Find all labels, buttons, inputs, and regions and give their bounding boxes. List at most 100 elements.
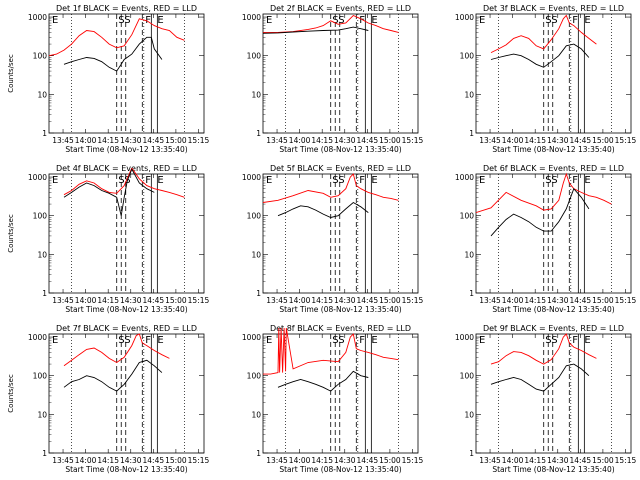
event-marker-label: S bbox=[332, 175, 338, 186]
series-events-line bbox=[277, 201, 369, 218]
series-lld-line bbox=[490, 333, 597, 365]
event-marker-label: E bbox=[266, 335, 272, 346]
series-events-line bbox=[63, 168, 155, 216]
plot-frame bbox=[48, 173, 205, 294]
x-tick-label: 14:45 bbox=[143, 136, 165, 145]
event-marker-label: E bbox=[371, 335, 377, 346]
y-tick-label: 1 bbox=[256, 129, 261, 138]
x-tick-label: 14:45 bbox=[357, 136, 379, 145]
y-tick-label: 1 bbox=[256, 289, 261, 298]
event-marker-label: F bbox=[359, 175, 365, 186]
x-tick-label: 14:30 bbox=[547, 456, 569, 465]
event-marker-label: S bbox=[545, 175, 551, 186]
x-tick-label: 14:45 bbox=[357, 296, 379, 305]
y-tick-label: 10 bbox=[37, 90, 47, 99]
y-tick-label: 1000 bbox=[242, 13, 261, 22]
event-marker-label: E bbox=[371, 15, 377, 26]
event-marker-label: S bbox=[332, 335, 338, 346]
y-tick-label: 1 bbox=[469, 289, 474, 298]
series-lld-line bbox=[263, 14, 399, 33]
x-tick-label: 15:00 bbox=[379, 456, 401, 465]
series-events-line bbox=[277, 370, 369, 392]
event-marker-label: E bbox=[52, 15, 58, 26]
y-tick-label: 1000 bbox=[242, 333, 261, 342]
x-axis-label: Start Time (08-Nov-12 13:35:40) bbox=[279, 305, 401, 314]
y-tick-label: 1000 bbox=[455, 333, 474, 342]
x-tick-label: 15:00 bbox=[592, 296, 614, 305]
plot-frame bbox=[475, 333, 632, 454]
x-tick-label: 15:00 bbox=[379, 296, 401, 305]
x-tick-label: 15:15 bbox=[615, 456, 637, 465]
y-tick-label: 10 bbox=[37, 410, 47, 419]
x-tick-label: 13:45 bbox=[479, 136, 501, 145]
event-marker-label: E bbox=[584, 335, 590, 346]
series-lld-line bbox=[49, 18, 185, 57]
panel-4: Det 4f BLACK = Events, RED = LLD 13:45 14:… bbox=[7, 164, 210, 314]
x-tick-label: 14:30 bbox=[120, 456, 142, 465]
event-marker-label: E bbox=[157, 175, 163, 186]
x-tick-label: 14:30 bbox=[120, 136, 142, 145]
y-tick-label: 100 bbox=[460, 212, 475, 221]
y-axis-label: Counts/sec bbox=[7, 54, 15, 93]
event-marker-label: S bbox=[551, 335, 557, 346]
x-tick-label: 15:00 bbox=[165, 456, 187, 465]
x-axis-label: Start Time (08-Nov-12 13:35:40) bbox=[65, 465, 187, 474]
series-events-line bbox=[63, 359, 163, 392]
event-marker-label: S bbox=[551, 175, 557, 186]
event-marker-label: S bbox=[338, 175, 344, 186]
x-tick-label: 13:45 bbox=[52, 136, 74, 145]
x-tick-label: 14:15 bbox=[97, 296, 119, 305]
x-tick-label: 13:45 bbox=[52, 456, 74, 465]
event-marker-label: S bbox=[332, 15, 338, 26]
event-marker-label: E bbox=[52, 335, 58, 346]
y-tick-label: 100 bbox=[33, 52, 48, 61]
plot-frame bbox=[48, 13, 205, 134]
plot-frame bbox=[48, 333, 205, 454]
event-marker-label: S bbox=[124, 335, 130, 346]
x-tick-label: 14:15 bbox=[97, 136, 119, 145]
event-marker-label: F bbox=[572, 175, 578, 186]
x-tick-label: 14:00 bbox=[502, 296, 524, 305]
y-tick-label: 10 bbox=[464, 250, 474, 259]
event-marker-label: E bbox=[371, 175, 377, 186]
series-events-line bbox=[490, 363, 590, 392]
x-tick-label: 13:45 bbox=[479, 296, 501, 305]
x-tick-label: 14:15 bbox=[97, 456, 119, 465]
x-tick-label: 15:15 bbox=[402, 296, 424, 305]
event-marker-label: S bbox=[118, 335, 124, 346]
y-tick-label: 100 bbox=[460, 52, 475, 61]
y-tick-label: 1000 bbox=[28, 173, 47, 182]
y-tick-label: 100 bbox=[33, 372, 48, 381]
x-tick-label: 14:15 bbox=[311, 456, 333, 465]
event-marker-label: E bbox=[157, 335, 163, 346]
panel-title: Det 9f BLACK = Events, RED = LLD bbox=[483, 324, 624, 333]
y-axis-label: Counts/sec bbox=[7, 214, 15, 253]
x-tick-label: 14:00 bbox=[502, 456, 524, 465]
x-tick-label: 14:30 bbox=[120, 296, 142, 305]
plot-frame bbox=[262, 173, 419, 294]
x-tick-label: 13:45 bbox=[266, 456, 288, 465]
x-tick-label: 14:30 bbox=[334, 136, 356, 145]
y-tick-label: 1 bbox=[469, 449, 474, 458]
x-axis-label: Start Time (08-Nov-12 13:35:40) bbox=[492, 145, 614, 154]
x-tick-label: 14:30 bbox=[547, 296, 569, 305]
event-marker-label: F bbox=[145, 335, 151, 346]
panel-title: Det 4f BLACK = Events, RED = LLD bbox=[56, 164, 197, 173]
y-tick-label: 10 bbox=[251, 90, 261, 99]
x-tick-label: 15:00 bbox=[165, 296, 187, 305]
x-tick-label: 13:45 bbox=[52, 296, 74, 305]
x-tick-label: 15:15 bbox=[188, 296, 210, 305]
x-tick-label: 13:45 bbox=[266, 136, 288, 145]
event-marker-label: S bbox=[545, 335, 551, 346]
event-marker-label: E bbox=[584, 175, 590, 186]
series-lld-line bbox=[490, 14, 597, 54]
y-tick-label: 100 bbox=[247, 372, 262, 381]
event-marker-label: E bbox=[479, 335, 485, 346]
plot-frame bbox=[475, 13, 632, 134]
event-marker-label: F bbox=[145, 175, 151, 186]
event-marker-label: F bbox=[359, 335, 365, 346]
panel-title: Det 7f BLACK = Events, RED = LLD bbox=[56, 324, 197, 333]
